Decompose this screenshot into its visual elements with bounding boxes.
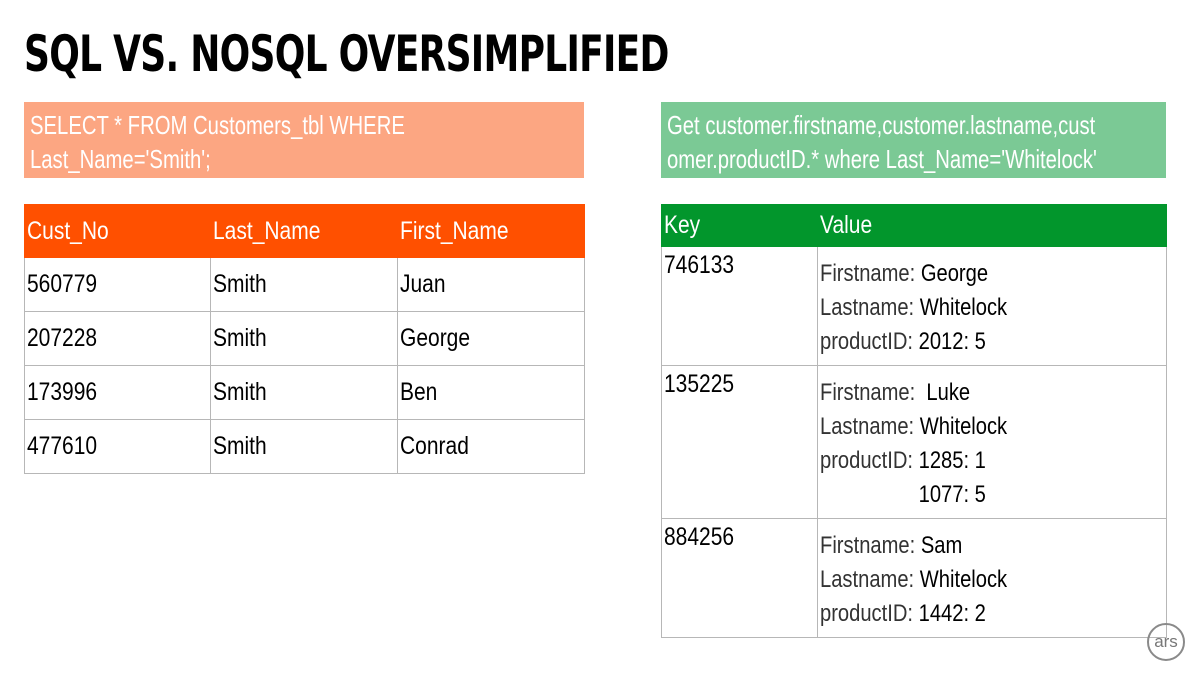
column-header: Last_Name: [210, 204, 398, 258]
table-row: 135225 Firstname: Luke Lastname: Whitelo…: [661, 365, 1167, 519]
sql-query-line: Last_Name='Smith';: [30, 144, 211, 174]
last-name-cell: Smith: [210, 419, 398, 474]
field-value: 1442: 2: [918, 600, 986, 627]
field-value: Whitelock: [919, 566, 1008, 593]
nosql-query-line: Get customer.firstname,customer.lastname…: [667, 110, 1096, 140]
column-header: First_Name: [397, 204, 585, 258]
field-value: George: [920, 260, 989, 287]
first-name-cell: Conrad: [397, 419, 585, 474]
last-name-cell: Smith: [210, 365, 398, 420]
key-cell: 884256: [661, 518, 818, 638]
field-label: Firstname:: [820, 379, 916, 406]
nosql-table-header-row: Key Value: [661, 204, 1167, 247]
sql-table: Cust_No Last_Name First_Name 560779 Smit…: [24, 204, 585, 474]
column-header: Key: [661, 204, 818, 247]
table-row: 477610 Smith Conrad: [24, 419, 585, 474]
field-label: productID:: [820, 328, 914, 355]
field-value: 1285: 1: [918, 447, 986, 474]
first-name-cell: George: [397, 311, 585, 366]
nosql-query-line: omer.productID.* where Last_Name='Whitel…: [667, 144, 1097, 174]
table-row: 884256 Firstname: Sam Lastname: Whiteloc…: [661, 518, 1167, 638]
nosql-query-box: Get customer.firstname,customer.lastname…: [661, 102, 1166, 178]
key-cell: 135225: [661, 365, 818, 519]
table-row: 746133 Firstname: George Lastname: White…: [661, 246, 1167, 366]
column-header: Cust_No: [24, 204, 211, 258]
first-name-cell: Juan: [397, 257, 585, 312]
field-label: Lastname:: [820, 566, 915, 593]
field-label: Lastname:: [820, 294, 915, 321]
ars-logo: ars: [1147, 623, 1185, 661]
field-label: productID:: [820, 447, 914, 474]
field-value: 1077: 5: [918, 481, 986, 508]
field-value: Whitelock: [919, 413, 1008, 440]
first-name-cell: Ben: [397, 365, 585, 420]
key-cell: 746133: [661, 246, 818, 366]
field-label: productID:: [820, 600, 914, 627]
cust-no-cell: 477610: [24, 419, 211, 474]
sql-query-box: SELECT * FROM Customers_tbl WHERE Last_N…: [24, 102, 584, 178]
page-title: SQL VS. NOSQL OVERSIMPLIFIED: [24, 25, 669, 83]
cust-no-cell: 560779: [24, 257, 211, 312]
value-cell: Firstname: Luke Lastname: Whitelock prod…: [817, 365, 1167, 519]
field-label: Lastname:: [820, 413, 915, 440]
sql-query-line: SELECT * FROM Customers_tbl WHERE: [30, 110, 405, 140]
cust-no-cell: 173996: [24, 365, 211, 420]
field-value: 2012: 5: [918, 328, 986, 355]
last-name-cell: Smith: [210, 257, 398, 312]
field-value: Sam: [920, 532, 963, 559]
sql-table-header-row: Cust_No Last_Name First_Name: [24, 204, 585, 258]
cust-no-cell: 207228: [24, 311, 211, 366]
column-header: Value: [817, 204, 1167, 247]
table-row: 207228 Smith George: [24, 311, 585, 366]
value-cell: Firstname: George Lastname: Whitelock pr…: [817, 246, 1167, 366]
nosql-table: Key Value 746133 Firstname: George Lastn…: [661, 204, 1167, 638]
field-value: Luke: [926, 379, 971, 406]
last-name-cell: Smith: [210, 311, 398, 366]
field-label: Firstname:: [820, 260, 916, 287]
field-value: Whitelock: [919, 294, 1008, 321]
table-row: 560779 Smith Juan: [24, 257, 585, 312]
field-label: Firstname:: [820, 532, 916, 559]
table-row: 173996 Smith Ben: [24, 365, 585, 420]
value-cell: Firstname: Sam Lastname: Whitelock produ…: [817, 518, 1167, 638]
